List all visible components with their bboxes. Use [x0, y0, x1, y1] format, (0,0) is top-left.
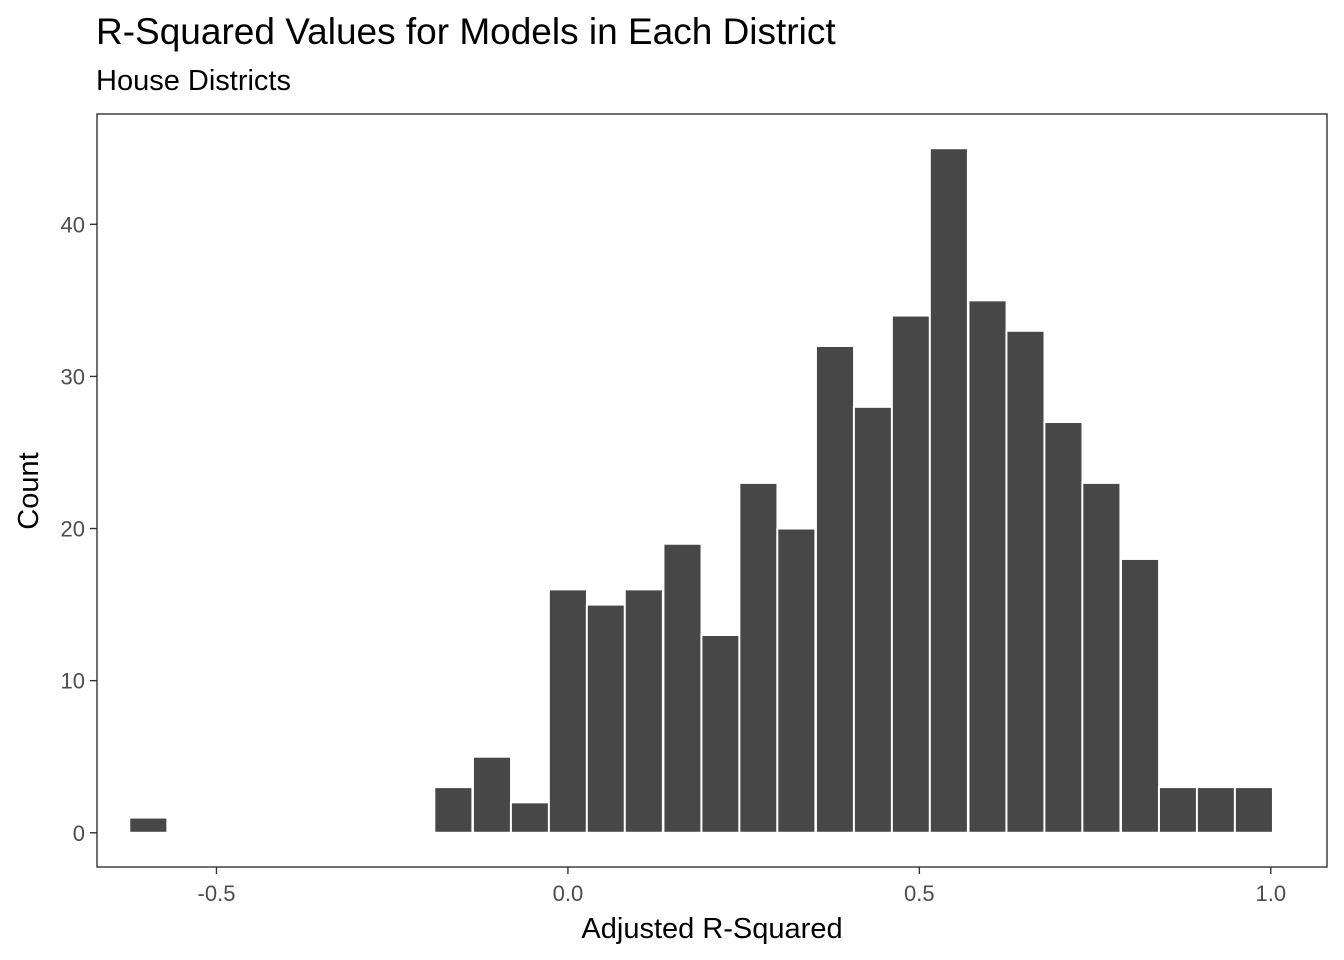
- y-tick-label: 40: [61, 212, 85, 237]
- x-axis: -0.5 0.0 0.5 1.0: [198, 867, 1286, 906]
- histogram-bar-21: [1195, 786, 1236, 834]
- histogram-bar-12: [852, 405, 894, 834]
- y-axis: 0 10 20 30 40: [61, 212, 97, 846]
- histogram-bar-15: [967, 299, 1008, 834]
- histogram-bar-5: [585, 603, 626, 834]
- histogram-bar-20: [1157, 786, 1199, 834]
- histogram-bar-1: [433, 786, 474, 834]
- bars-group: [128, 147, 1274, 834]
- histogram-bar-6: [623, 588, 664, 834]
- y-tick-label: 20: [61, 517, 85, 542]
- chart-subtitle: House Districts: [96, 65, 291, 97]
- plot-panel-border: [96, 113, 1328, 868]
- x-tick-label: 0.5: [904, 881, 935, 906]
- histogram-bar-0: [128, 816, 169, 834]
- y-tick-label: 0: [73, 821, 85, 846]
- histogram-bar-14: [928, 147, 969, 834]
- x-axis-title: Adjusted R-Squared: [581, 913, 842, 945]
- histogram-bar-9: [738, 481, 779, 834]
- histogram-bar-17: [1043, 421, 1084, 834]
- histogram-bar-13: [890, 314, 931, 834]
- histogram-bar-11: [814, 344, 856, 834]
- y-tick-label: 10: [61, 669, 85, 694]
- x-tick-label: -0.5: [198, 881, 236, 906]
- histogram-bar-4: [547, 588, 588, 834]
- histogram-bar-10: [776, 527, 817, 834]
- histogram-bar-19: [1119, 557, 1161, 834]
- histogram-bar-7: [662, 542, 703, 834]
- x-tick-label: 0.0: [553, 881, 584, 906]
- x-tick-label: 1.0: [1255, 881, 1286, 906]
- y-tick-label: 30: [61, 364, 85, 389]
- histogram-bar-18: [1081, 481, 1122, 834]
- y-axis-title: Count: [13, 452, 45, 529]
- histogram-bar-2: [471, 755, 513, 834]
- histogram-bar-22: [1233, 786, 1274, 834]
- histogram-bar-3: [509, 801, 551, 834]
- histogram-bar-16: [1005, 329, 1046, 834]
- histogram-bar-8: [700, 634, 741, 834]
- chart-title: R-Squared Values for Models in Each Dist…: [96, 11, 836, 52]
